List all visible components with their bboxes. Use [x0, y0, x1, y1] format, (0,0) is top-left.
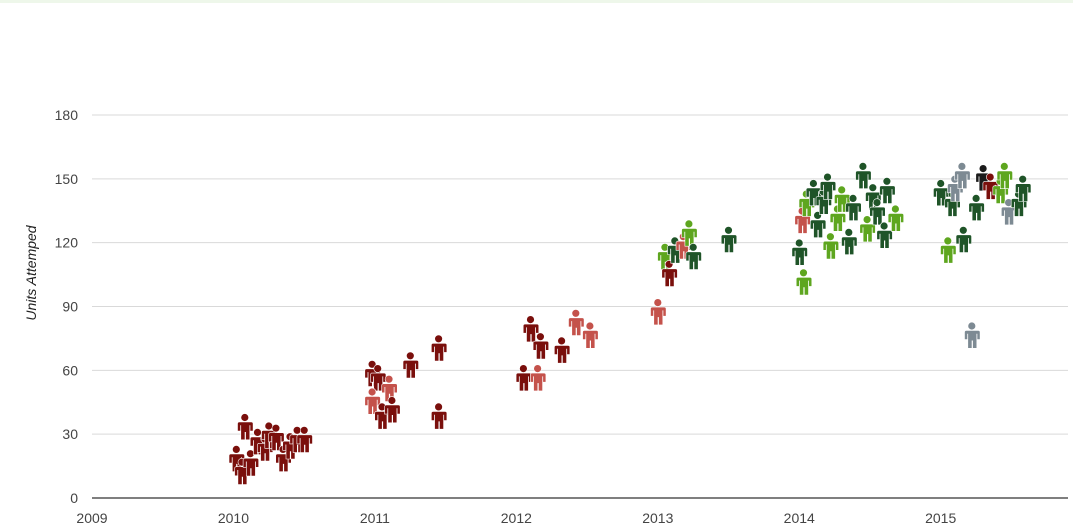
y-axis-label: Units Attemped	[23, 224, 39, 320]
data-point-person-icon	[515, 364, 533, 392]
top-accent-strip	[0, 0, 1073, 3]
y-tick-label: 150	[55, 171, 79, 187]
y-tick-label: 90	[62, 299, 78, 315]
data-point-person-icon	[855, 162, 872, 189]
x-tick-label: 2012	[501, 510, 532, 526]
y-tick-label: 120	[55, 235, 79, 251]
x-tick-label: 2011	[360, 510, 390, 526]
data-point-person-icon	[720, 226, 738, 253]
data-point-person-icon	[845, 194, 862, 221]
data-point-person-icon	[791, 238, 808, 266]
data-point-person-icon	[955, 226, 972, 253]
data-point-person-icon	[887, 204, 905, 232]
y-tick-label: 0	[70, 490, 78, 506]
data-point-person-icon	[431, 334, 448, 362]
data-point-person-icon	[681, 219, 698, 247]
data-point-person-icon	[795, 268, 813, 296]
data-point-person-icon	[384, 396, 401, 424]
data-point-person-icon	[568, 309, 585, 336]
y-axis-tick-labels: 0 30 60 90 120 150 180	[55, 107, 79, 506]
data-point-person-icon	[996, 162, 1013, 189]
x-tick-label: 2010	[218, 510, 249, 526]
x-tick-label: 2013	[642, 510, 673, 526]
data-point-person-icon	[532, 332, 550, 360]
data-point-person-icon	[650, 298, 667, 326]
data-point-person-icon	[364, 387, 381, 415]
x-tick-label: 2015	[925, 510, 956, 526]
data-point-person-icon	[968, 194, 985, 221]
gridlines	[92, 114, 1068, 435]
x-tick-label: 2014	[784, 510, 815, 526]
data-point-person-icon	[661, 260, 678, 287]
x-axis-tick-labels: 2009 2010 2011 2012 2013 2014 2015	[76, 510, 956, 526]
data-point-person-icon	[268, 424, 285, 451]
y-tick-label: 60	[62, 362, 78, 378]
data-point-person-icon	[809, 211, 827, 238]
y-tick-label: 180	[55, 107, 79, 123]
data-point-person-icon	[841, 228, 858, 255]
y-tick-label: 30	[62, 426, 78, 442]
data-point-person-icon	[859, 215, 876, 243]
data-point-person-icon	[529, 364, 547, 392]
data-point-person-icon	[964, 321, 981, 349]
data-point-person-icon	[553, 336, 571, 364]
data-points	[228, 162, 1032, 485]
data-point-person-icon	[876, 221, 893, 249]
data-point-person-icon	[954, 162, 971, 189]
data-point-person-icon	[381, 375, 398, 402]
data-point-person-icon	[879, 177, 896, 204]
data-point-person-icon	[822, 232, 840, 260]
data-point-person-icon	[402, 351, 419, 379]
data-point-person-icon	[940, 236, 957, 264]
data-point-person-icon	[685, 243, 702, 270]
data-point-person-icon	[296, 426, 313, 453]
x-tick-label: 2009	[76, 510, 107, 526]
data-point-person-icon	[237, 413, 254, 441]
data-point-person-icon	[522, 315, 540, 343]
data-point-person-icon	[582, 321, 599, 349]
data-point-person-icon	[869, 198, 886, 226]
data-point-person-icon	[431, 402, 448, 430]
data-point-person-icon	[819, 172, 837, 200]
data-point-person-icon	[1015, 175, 1032, 202]
